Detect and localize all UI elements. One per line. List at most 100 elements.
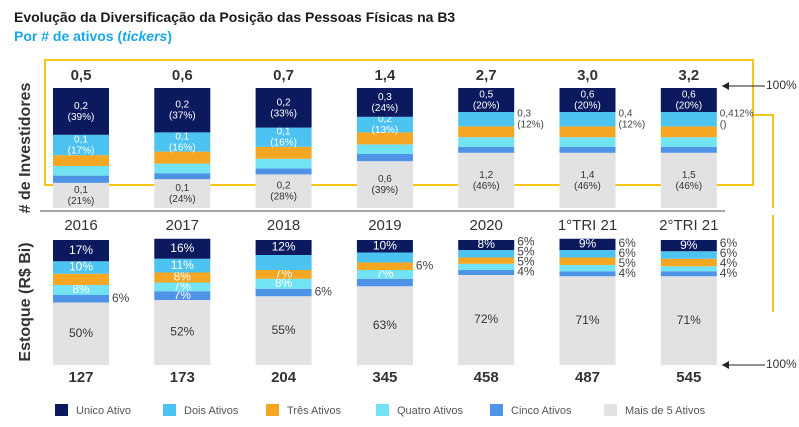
total-label: 0,6 (172, 67, 193, 84)
bar-segment (356, 252, 413, 263)
bar-segment (255, 146, 312, 159)
bar-segment (53, 240, 109, 262)
x-tick-label: 2020 (470, 217, 503, 234)
value-label: 4% (720, 256, 738, 270)
bar-segment (559, 152, 616, 208)
bar-segment (458, 88, 515, 112)
bar-segment (458, 152, 515, 208)
bar-segment (53, 175, 109, 183)
bar-segment (255, 174, 312, 208)
value-label-line: (20%) (473, 100, 500, 111)
value-label: 0,2 (28%) (270, 180, 297, 202)
bar-segment (154, 258, 211, 273)
value-label: 0,412%() (720, 108, 754, 130)
bar-segment (660, 146, 717, 153)
bar-segment (356, 144, 413, 154)
value-label: 9% (680, 238, 698, 252)
legend-swatch (163, 404, 176, 416)
legend-label: Dois Ativos (184, 405, 239, 417)
value-label-line: (12%) (619, 119, 646, 130)
value-label: 0,1 (24%) (169, 183, 196, 205)
value-label: 8% (174, 270, 192, 284)
subtitle-part: tickers (122, 28, 167, 44)
value-label: 0,6 (20%) (574, 89, 601, 111)
value-label-line: (20%) (675, 100, 702, 111)
bar-segment (660, 258, 717, 267)
value-label: 7% (376, 267, 394, 281)
value-label-line: 0,5 (479, 89, 493, 100)
legend-swatch (490, 404, 503, 416)
bar-segment (458, 257, 515, 264)
legend-label: Três Ativos (287, 405, 341, 417)
bar-segment (154, 132, 211, 152)
value-label: 6% (112, 291, 130, 305)
bar-segment (660, 137, 717, 147)
value-label-line: (21%) (68, 196, 95, 207)
bar-segment (458, 137, 515, 147)
value-label: 0,3 (24%) (372, 92, 399, 114)
value-label-line: 0,6 (682, 89, 696, 100)
legend-label: Mais de 5 Ativos (625, 405, 706, 417)
value-label-line: 0,2 (378, 114, 392, 125)
bar-segment (255, 278, 312, 289)
value-label: 0,1 (17%) (68, 134, 95, 156)
total-label: 1,4 (374, 67, 396, 84)
value-label-line: 1,2 (479, 170, 493, 181)
value-label: 16% (170, 241, 194, 255)
value-label: 9% (579, 237, 597, 251)
value-label-line: 0,2 (277, 180, 291, 191)
bar-segment (356, 286, 413, 365)
bar-segment (53, 273, 109, 285)
value-label-line: (39%) (68, 112, 95, 123)
bar-segment (154, 179, 211, 208)
bar-segment (53, 302, 109, 365)
value-label: 11% (171, 258, 194, 272)
value-label-line: (12%) (517, 119, 544, 130)
value-label: 71% (677, 313, 701, 327)
value-label-line: (39%) (372, 185, 399, 196)
bar-segment (559, 250, 616, 258)
bar-segment (660, 276, 717, 365)
total-label: 2,7 (476, 67, 497, 84)
value-label-line: (46%) (574, 181, 601, 192)
value-label: 52% (170, 325, 194, 339)
value-label-line: (20%) (574, 100, 601, 111)
bar-segment (458, 270, 515, 275)
value-label: 8% (478, 237, 496, 251)
total-label: 545 (676, 369, 701, 386)
value-label-line: (24%) (169, 194, 196, 205)
bar-segment (154, 163, 211, 174)
bar-segment (356, 154, 413, 162)
value-label: 6% (720, 236, 738, 250)
value-label-line: (17%) (68, 145, 95, 156)
value-label: 8% (72, 282, 90, 296)
value-label: 6% (416, 258, 434, 272)
bar-segment (53, 155, 109, 166)
value-label: 0,6 (39%) (372, 174, 399, 196)
value-label-line: (24%) (372, 103, 399, 114)
value-label: 0,2 (37%) (169, 99, 196, 121)
bar-segment (559, 126, 616, 138)
bar-segment (154, 282, 211, 292)
total-label: 345 (372, 369, 397, 386)
legend-label: Unico Ativo (76, 405, 131, 417)
value-label: 0,5 (20%) (473, 89, 500, 111)
value-label: 4% (720, 266, 738, 280)
value-label-line: () (720, 119, 727, 130)
value-label-line: 0,2 (74, 101, 88, 112)
value-label-line: 0,1 (74, 134, 88, 145)
bar-segment (356, 116, 413, 133)
bar-segment (154, 173, 211, 180)
bracket (753, 114, 774, 312)
value-label-line: (37%) (169, 110, 196, 121)
value-label: 7% (174, 288, 192, 302)
bar-segment (660, 152, 717, 208)
bar-segment (255, 296, 312, 365)
bar-segment (559, 137, 616, 147)
bar-segment (53, 261, 109, 274)
total-label: 3,2 (678, 67, 699, 84)
value-label: 0,1 (21%) (68, 185, 95, 207)
bar-segment (356, 270, 413, 279)
bar-segment (255, 240, 312, 255)
